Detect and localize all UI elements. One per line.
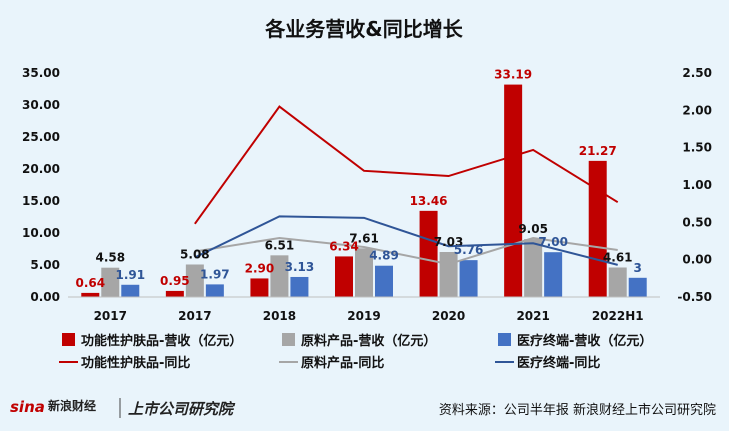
sina-logo-text: 新浪财经 [48,398,96,413]
footer: sina 新浪财经 上市公司研究院 资料来源：公司半年报 新浪财经上市公司研究院 [10,398,716,418]
legend-label: 医疗终端-营收（亿元） [517,333,652,349]
data-label: 7.00 [538,235,568,249]
legend-label: 功能性护肤品-营收（亿元） [81,333,242,349]
legend-label: 原料产品-营收（亿元） [301,333,436,349]
data-label: 7.61 [349,231,379,245]
data-label: 5.76 [454,243,484,257]
sina-logo-mark: sina [10,398,45,416]
legend-swatch [62,333,75,346]
bar [419,210,438,297]
data-label: 6.51 [265,238,295,252]
bar [355,248,373,297]
data-label: 9.05 [518,222,548,236]
data-label: 33.19 [494,68,532,82]
right-tick-label: -0.50 [677,290,712,304]
brand-text: 上市公司研究院 [128,400,236,418]
x-axis: 2017 2017 2018 2019 2020 2021 2022H1 [94,309,644,323]
left-tick-label: 35.00 [22,66,60,80]
data-label: 0.64 [75,276,105,290]
left-tick-label: 20.00 [22,162,60,176]
data-label: 3.13 [285,260,315,274]
bar [270,255,289,297]
right-tick-label: 1.00 [682,178,712,192]
bar [250,278,269,297]
x-tick-label: 2022H1 [592,309,644,323]
right-axis: -0.50 0.00 0.50 1.00 1.50 2.00 2.50 [677,66,712,304]
bar-group [68,84,660,298]
x-tick-label: 2017 [178,309,211,323]
left-axis: 0.00 5.00 10.00 15.00 20.00 25.00 30.00 35.00 [22,66,60,304]
data-label: 2.90 [245,261,275,275]
data-label: 0.95 [160,274,190,288]
right-tick-label: 2.50 [682,66,712,80]
data-label: 13.46 [410,194,448,208]
bar [121,284,140,297]
line-group [194,105,619,266]
legend-label: 功能性护肤品-同比 [81,355,190,371]
bar [524,239,543,297]
data-label: 6.34 [329,239,359,253]
chart-title: 各业务营收&同比增长 [264,17,463,41]
data-label: 4.89 [369,249,399,263]
data-label: 4.61 [603,250,633,264]
data-label: 5.08 [180,247,210,261]
data-label: 1.91 [115,268,145,282]
right-tick-label: 1.50 [682,141,712,155]
bar [335,256,353,297]
bar [439,252,458,297]
left-tick-label: 0.00 [30,290,60,304]
data-label: 21.27 [579,144,617,158]
series-line [194,105,619,225]
series-line [194,215,618,266]
data-label: 3 [634,261,642,275]
x-tick-label: 2017 [94,309,127,323]
x-tick-label: 2019 [347,309,380,323]
bar [544,252,563,297]
left-tick-label: 25.00 [22,130,60,144]
x-tick-label: 2020 [432,309,465,323]
x-tick-label: 2018 [263,309,296,323]
series-line [194,236,618,266]
bar [628,277,647,297]
legend-label: 原料产品-同比 [301,355,384,371]
legend: 功能性护肤品-营收（亿元） 原料产品-营收（亿元） 医疗终端-营收（亿元） 功能性护肤… [59,333,652,371]
right-tick-label: 2.00 [682,103,712,117]
data-label: 1.97 [200,267,230,281]
legend-swatch [498,333,511,346]
source-note: 资料来源：公司半年报 新浪财经上市公司研究院 [439,402,716,418]
x-tick-label: 2021 [516,309,549,323]
bar [290,276,309,297]
bar [588,160,607,297]
sina-logo: sina 新浪财经 [10,398,96,416]
bar [185,264,204,297]
bar [608,267,627,297]
bar [459,260,478,297]
right-tick-label: 0.50 [682,215,712,229]
right-tick-label: 0.00 [682,253,712,267]
legend-swatch [282,333,295,346]
bar [205,284,224,297]
left-tick-label: 10.00 [22,226,60,240]
data-label: 7.03 [434,235,464,249]
data-labels: 0.64 0.95 2.90 6.34 13.46 33.19 21.27 4.58 5.08 6… [75,68,641,290]
left-tick-label: 15.00 [22,194,60,208]
bar [165,290,184,297]
legend-label: 医疗终端-同比 [517,355,600,371]
bar [101,267,120,297]
bar [375,265,393,297]
bar [504,84,523,297]
bar [81,292,100,297]
data-label: 4.58 [95,251,125,265]
left-tick-label: 5.00 [30,258,60,272]
left-tick-label: 30.00 [22,98,60,112]
